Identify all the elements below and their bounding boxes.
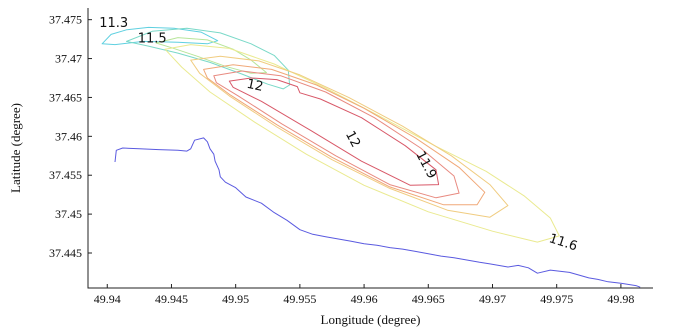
contour-lines xyxy=(101,26,641,288)
y-tick-label: 37.465 xyxy=(49,90,82,104)
x-tick-label: 49.965 xyxy=(412,292,445,306)
x-tick-label: 49.98 xyxy=(607,292,634,306)
y-tick-label: 37.46 xyxy=(55,129,82,143)
y-tick-label: 37.475 xyxy=(49,13,82,27)
y-tick-label: 37.47 xyxy=(55,52,82,66)
contour-line-11.9 xyxy=(213,70,460,199)
x-axis-label: Longitude (degree) xyxy=(321,312,421,327)
axes-frame xyxy=(87,8,653,289)
contour-label: 11.3 xyxy=(99,16,128,31)
contour-line-12 xyxy=(228,77,440,186)
x-tick-label: 49.955 xyxy=(283,292,316,306)
contour-line-11.4 xyxy=(126,27,291,90)
contour-label: 12 xyxy=(245,77,264,95)
y-tick-label: 37.445 xyxy=(49,246,82,260)
contour-label: 11.6 xyxy=(547,231,579,254)
x-tick-label: 49.96 xyxy=(351,292,378,306)
contour-line-11.6 xyxy=(164,44,560,243)
x-tick-label: 49.95 xyxy=(222,292,249,306)
x-tick-label: 49.94 xyxy=(94,292,121,306)
contour-line-11.8 xyxy=(203,64,486,206)
x-tick-label: 49.975 xyxy=(540,292,573,306)
contour-label: 11.9 xyxy=(412,149,439,182)
coastline-line xyxy=(114,137,641,288)
contour-label: 12 xyxy=(342,129,363,151)
x-tick-label: 49.945 xyxy=(155,292,188,306)
y-axis-label: Latitude (degree) xyxy=(8,103,23,193)
contour-line-11.5 xyxy=(155,37,267,74)
contour-label: 11.5 xyxy=(138,32,167,47)
contour-line-11.7 xyxy=(190,55,509,218)
x-axis-ticks: 49.94 49.945 49.95 49.955 49.96 49.965 49.97 49… xyxy=(94,284,634,306)
x-tick-label: 49.97 xyxy=(479,292,506,306)
y-tick-label: 37.45 xyxy=(55,207,82,221)
contour-line-11.3 xyxy=(101,26,219,46)
y-axis-ticks: 37.445 37.45 37.455 37.46 37.465 37.47 37.475 xyxy=(49,13,92,260)
y-tick-label: 37.455 xyxy=(49,168,82,182)
